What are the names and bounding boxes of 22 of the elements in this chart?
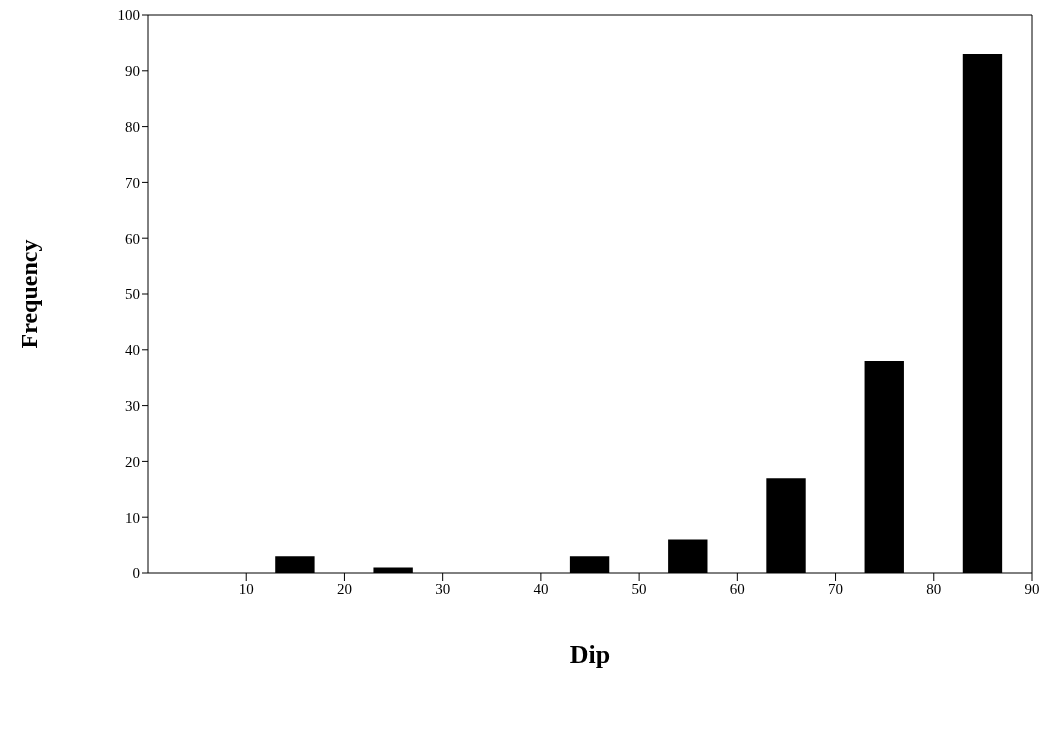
y-tick-label: 30	[125, 397, 140, 414]
y-tick-label: 40	[125, 342, 140, 359]
x-tick-label: 40	[533, 580, 549, 597]
y-tick-label: 70	[125, 174, 140, 191]
y-axis-title: Frequency	[15, 239, 42, 349]
y-tick-label: 20	[125, 453, 140, 470]
x-tick-label: 60	[729, 580, 745, 597]
x-tick-label: 90	[1024, 580, 1040, 597]
x-tick-label: 30	[435, 580, 451, 597]
x-tick-label: 50	[631, 580, 647, 597]
y-tick-label: 100	[117, 7, 140, 24]
y-tick-label: 0	[132, 565, 140, 582]
y-tick-label: 10	[125, 509, 140, 526]
y-tick-label: 50	[125, 286, 140, 303]
x-tick-label: 80	[926, 580, 942, 597]
x-tick-label: 10	[238, 580, 254, 597]
x-axis-title: Dip	[569, 640, 611, 669]
x-tick-label: 20	[336, 580, 352, 597]
y-tick-label: 60	[125, 230, 140, 247]
y-tick-label: 80	[125, 118, 140, 135]
x-tick-label: 70	[828, 580, 844, 597]
y-tick-label: 90	[125, 63, 140, 80]
